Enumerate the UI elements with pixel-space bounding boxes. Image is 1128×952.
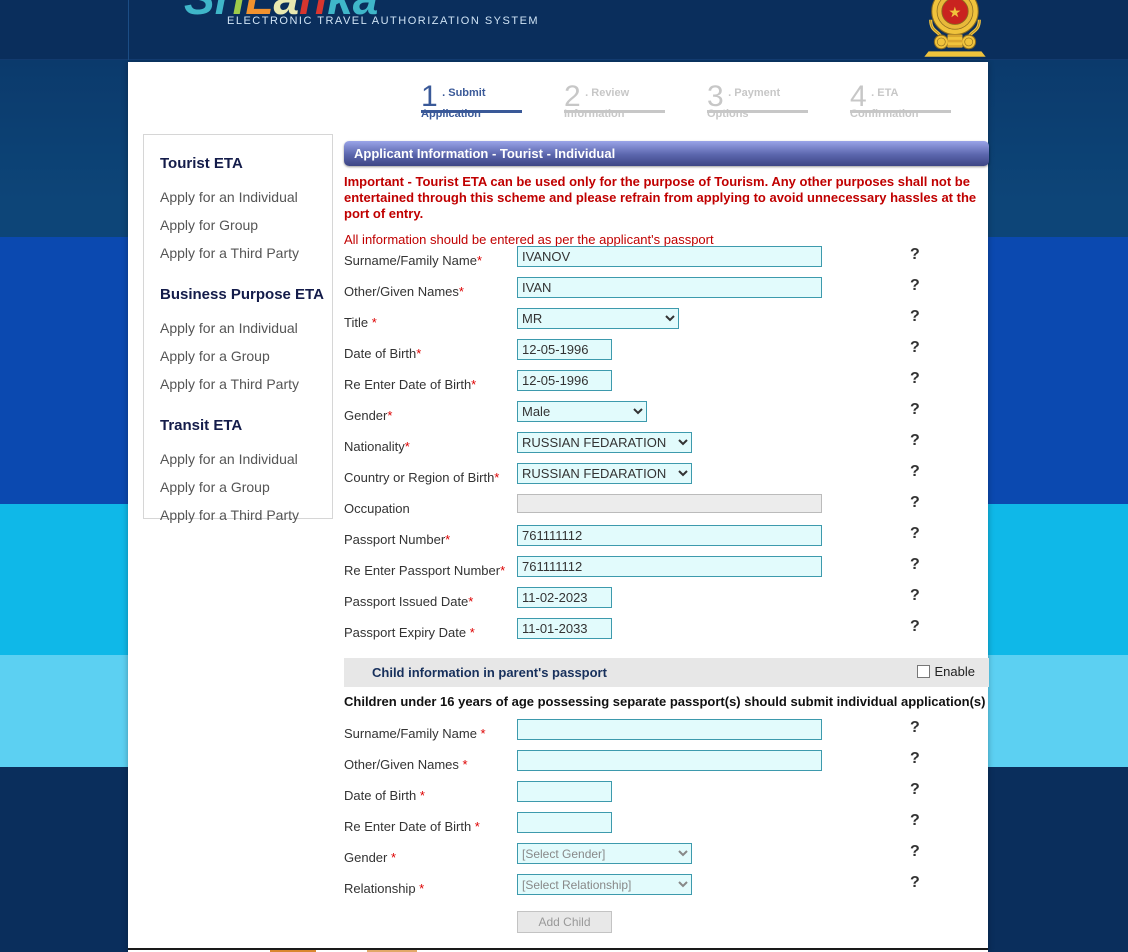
- svg-text:★: ★: [949, 6, 961, 20]
